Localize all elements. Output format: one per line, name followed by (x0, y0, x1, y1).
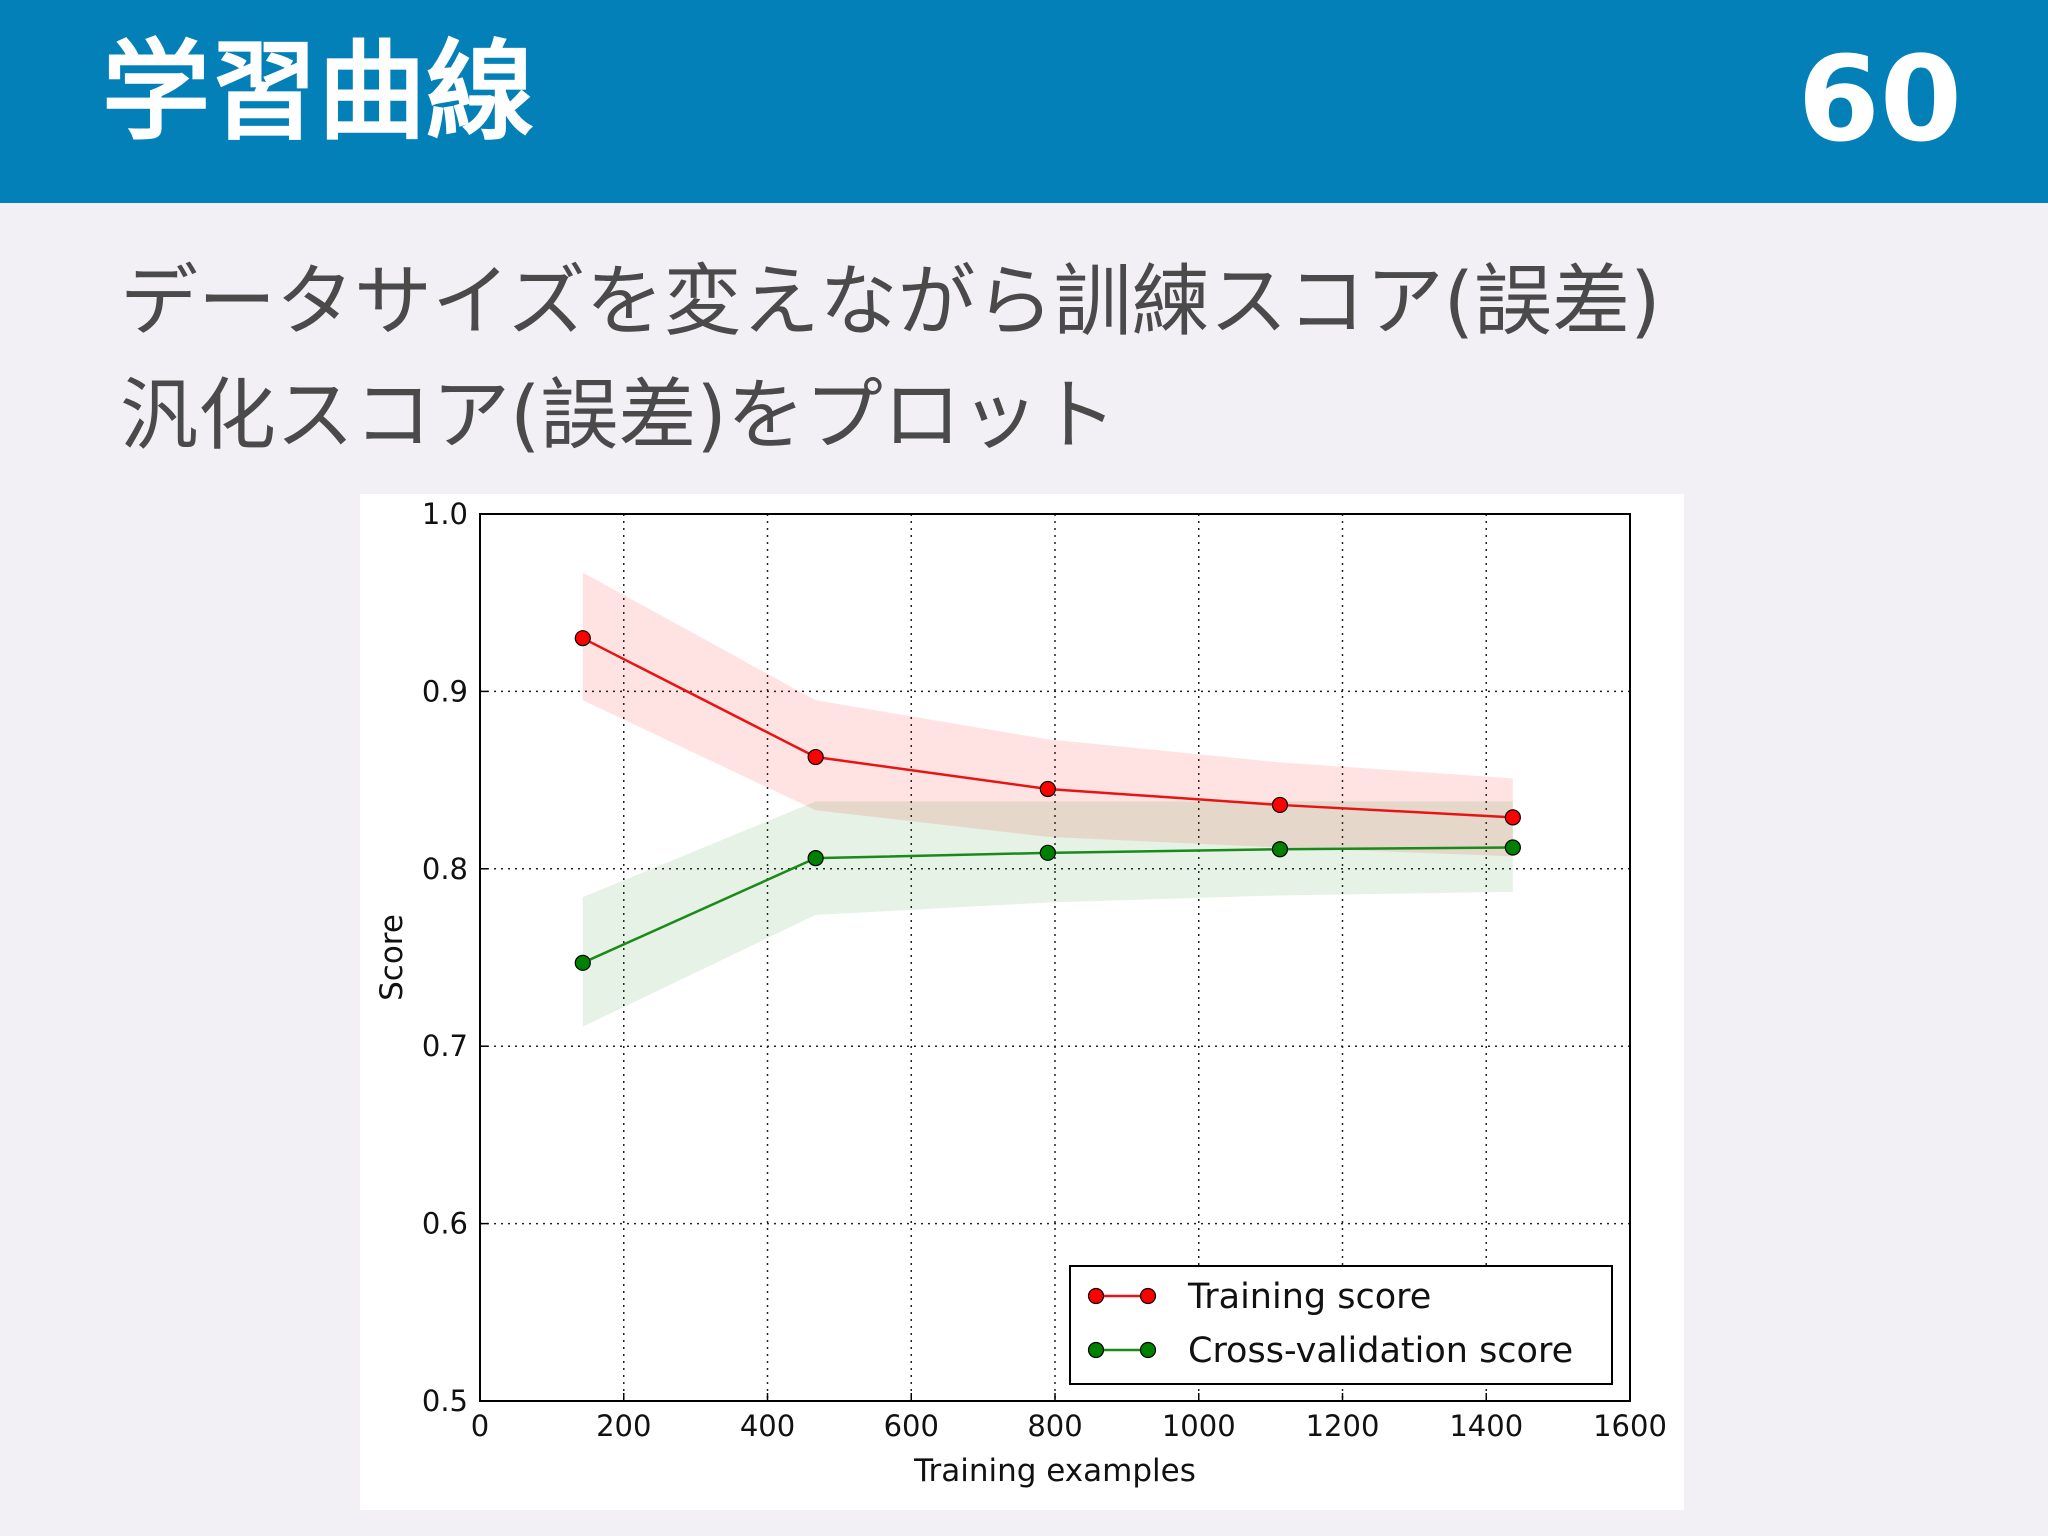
x-tick-label: 200 (596, 1409, 651, 1443)
learning-curve-chart: 0 200 400 600 800 1000 1200 1400 1600 0.5 0.6 0.7 0.… (360, 494, 1684, 1510)
x-tick-label: 800 (1027, 1409, 1082, 1443)
slide-title: 学習曲線 (102, 30, 535, 155)
data-point (1271, 796, 1289, 814)
description-line-1: データサイズを変えながら訓練スコア(誤差) (120, 257, 1661, 347)
y-tick-label: 0.5 (422, 1384, 468, 1418)
y-axis-label: Score (374, 914, 410, 1001)
data-point (807, 850, 824, 867)
legend-box (1069, 1265, 1613, 1385)
series-band-0 (582, 572, 1513, 857)
x-tick-label: 400 (740, 1409, 795, 1443)
y-tick-label: 1.0 (422, 497, 468, 531)
data-point (574, 954, 591, 971)
data-point (1271, 841, 1289, 858)
x-tick-label: 1000 (1162, 1409, 1236, 1443)
legend-marker (1087, 1287, 1105, 1305)
chart-svg: 0 200 400 600 800 1000 1200 1400 1600 0.5 0.6 0.7 0.… (374, 497, 1667, 1489)
y-tick-label: 0.8 (422, 852, 468, 886)
data-point (1504, 839, 1521, 856)
data-point (807, 748, 824, 766)
series-band-1 (582, 801, 1513, 1027)
y-tick-label: 0.9 (422, 674, 468, 708)
x-tick-label: 1400 (1449, 1409, 1523, 1443)
data-point (574, 630, 591, 647)
data-point (1039, 844, 1056, 861)
x-tick-label: 0 (471, 1409, 489, 1443)
x-tick-label: 1600 (1593, 1409, 1667, 1443)
legend-marker (1139, 1341, 1157, 1359)
description-line-2: 汎化スコア(誤差)をプロット (120, 371, 1117, 461)
x-axis-label: Training examples (913, 1453, 1196, 1489)
legend-label: Cross-validation score (1188, 1331, 1573, 1371)
y-tick-label: 0.7 (422, 1029, 468, 1063)
slide-header: 学習曲線 60 (0, 0, 2048, 203)
legend-marker (1087, 1341, 1105, 1359)
legend-marker (1139, 1287, 1157, 1305)
page-number: 60 (1797, 30, 1962, 168)
x-tick-label: 1200 (1306, 1409, 1380, 1443)
data-point (1504, 809, 1521, 826)
legend-label: Training score (1187, 1277, 1431, 1317)
data-point (1039, 780, 1056, 798)
x-tick-label: 600 (884, 1409, 939, 1443)
y-tick-label: 0.6 (422, 1207, 468, 1241)
